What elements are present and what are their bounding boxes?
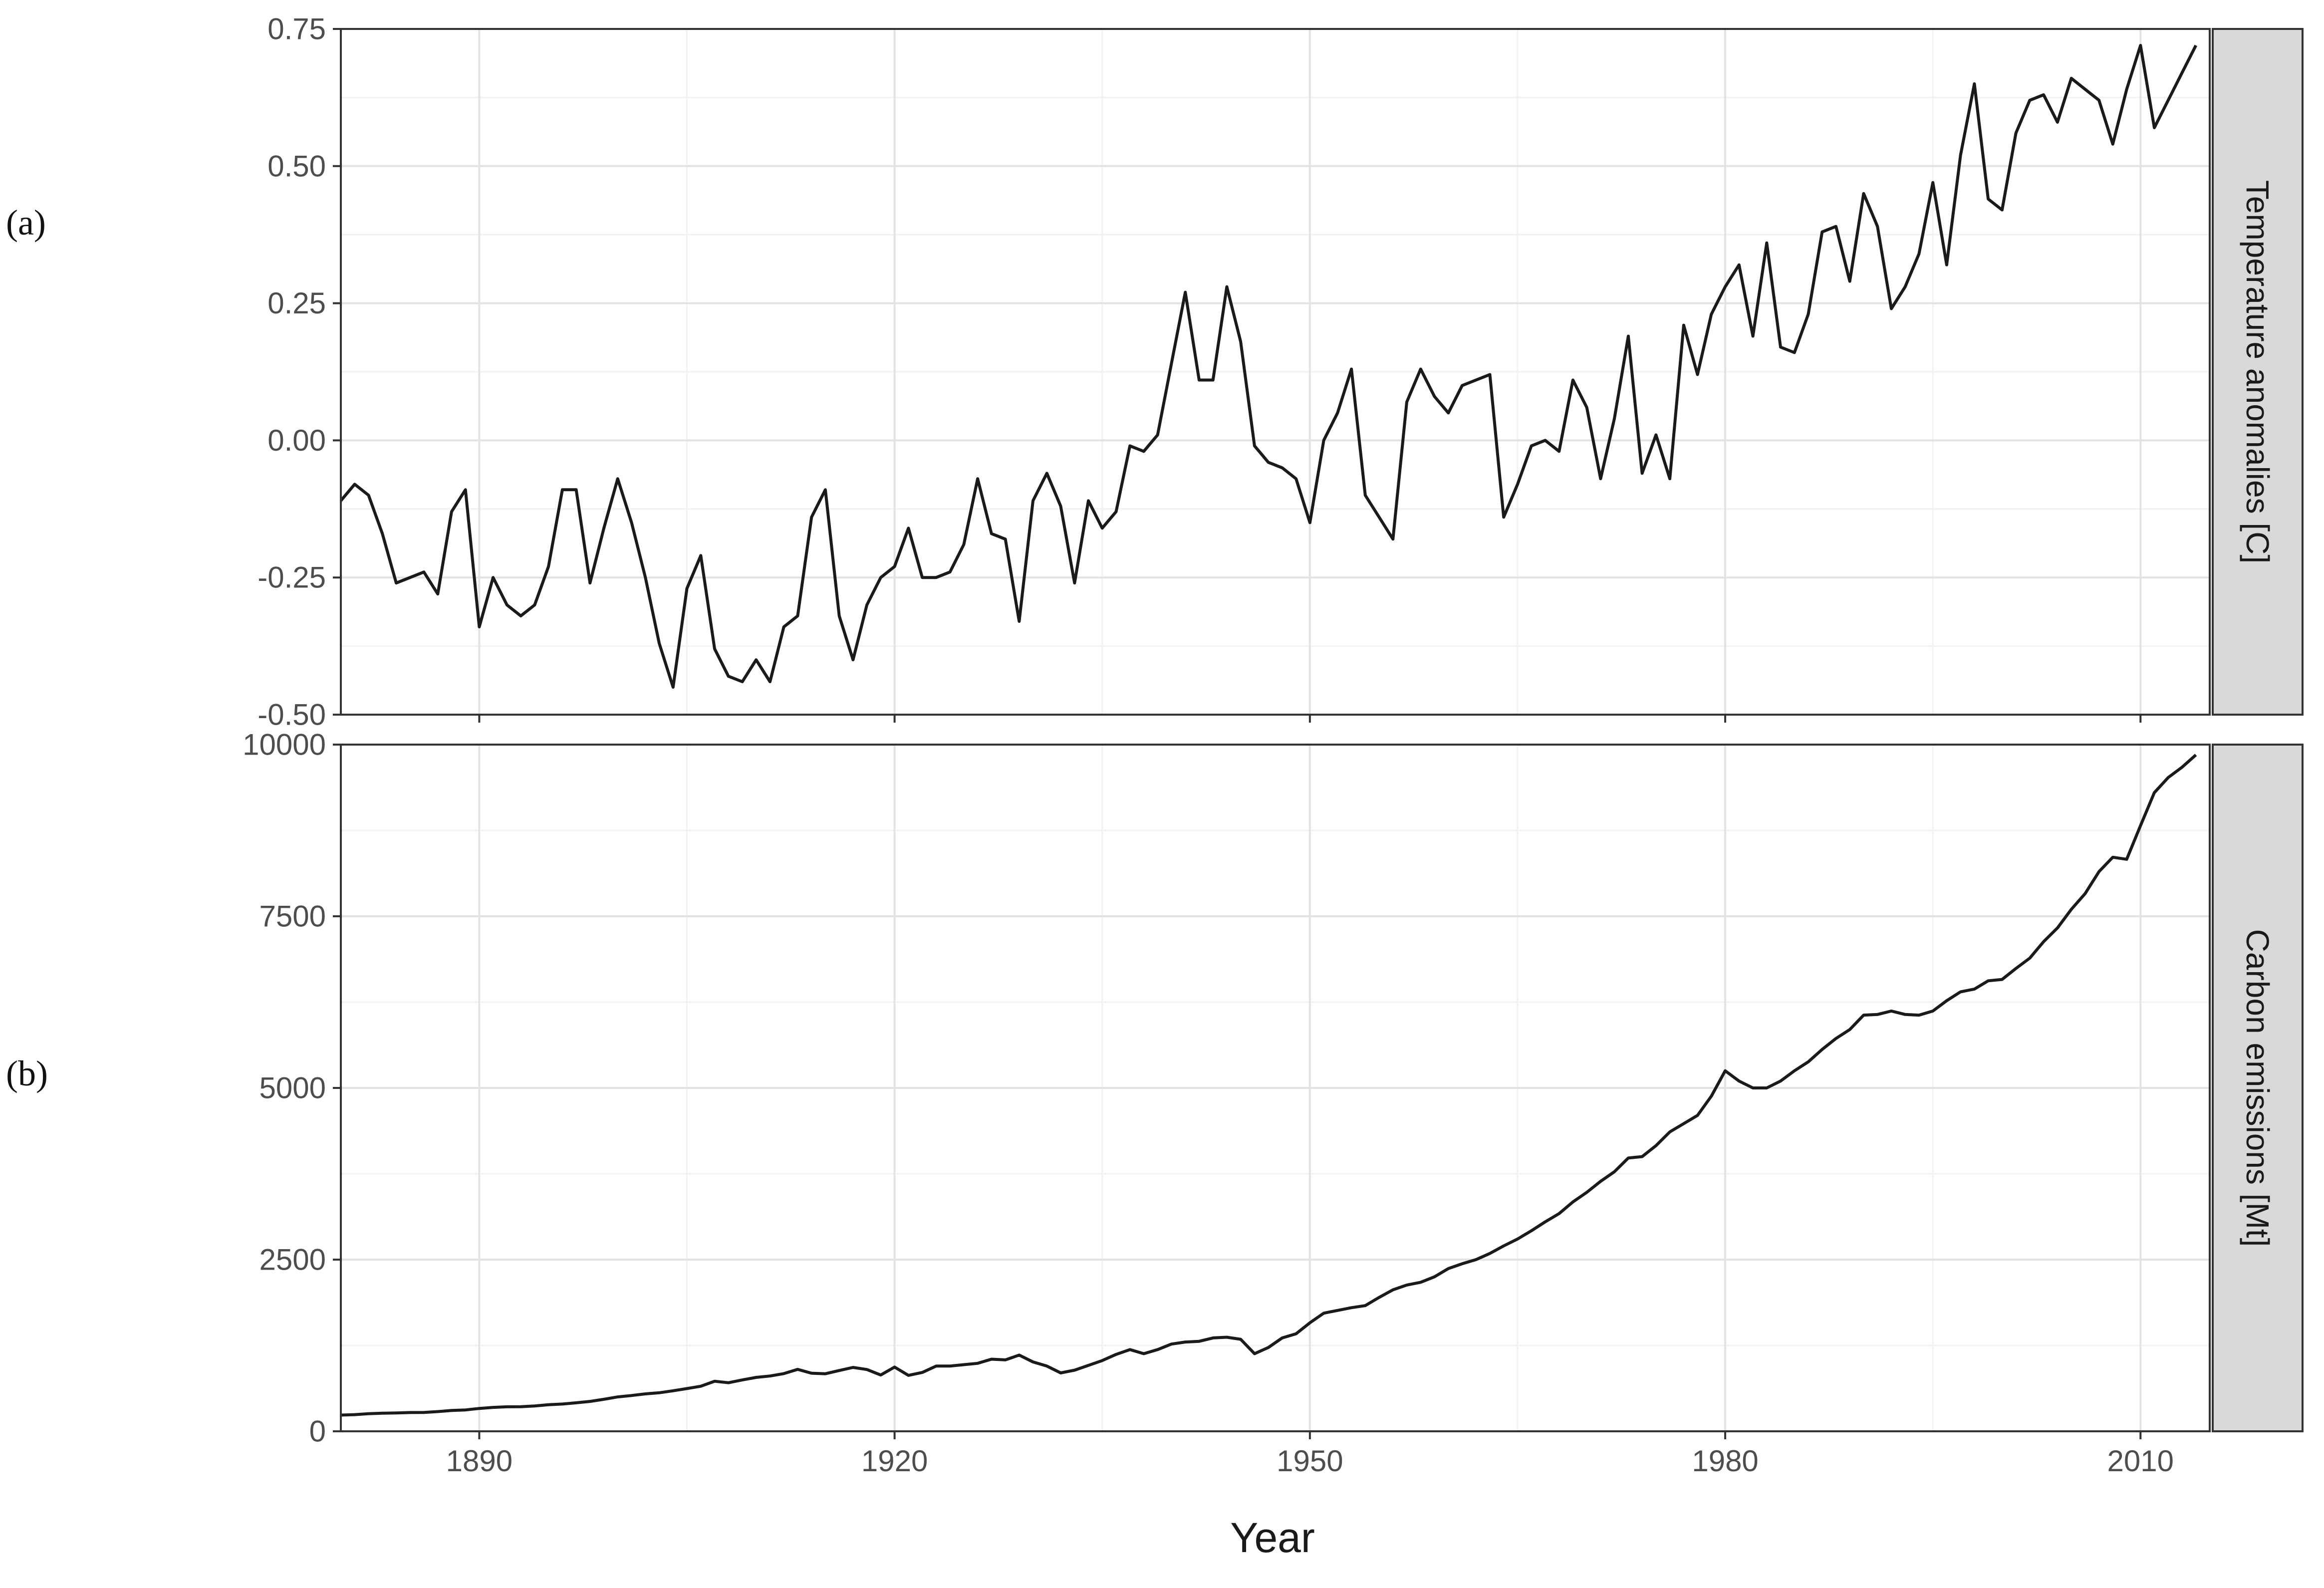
carbon-x-axis: 1890 1920 1950 1980 2010 — [446, 1431, 2174, 1478]
carbon-strip-box — [2212, 744, 2304, 1432]
y-tick-label: 0 — [309, 1415, 326, 1448]
carbon-strip-label: Carbon emissions [Mt] — [2240, 929, 2276, 1247]
y-tick-label: 7500 — [259, 900, 326, 933]
y-tick-label: 2500 — [259, 1243, 326, 1277]
x-axis-title: Year — [1230, 1514, 1315, 1561]
x-tick-label: 2010 — [2107, 1444, 2174, 1478]
y-tick-label: 0.50 — [267, 149, 326, 183]
temperature-y-axis: -0.50 -0.25 0.00 0.25 0.50 0.75 — [258, 12, 341, 732]
temperature-panel-border — [340, 28, 2211, 716]
y-tick-label: 5000 — [259, 1071, 326, 1105]
x-tick-label: 1890 — [446, 1444, 513, 1478]
temperature-x-axis-ticks — [478, 715, 2142, 723]
y-tick-label: -0.25 — [258, 561, 326, 594]
x-tick-label: 1920 — [861, 1444, 928, 1478]
temperature-panel: -0.50 -0.25 0.00 0.25 0.50 0.75 Temperature a… — [258, 12, 2304, 732]
temperature-minor-grid — [341, 29, 2210, 715]
y-tick-label: 10000 — [243, 728, 326, 762]
panel-label-a: (a) — [6, 203, 46, 243]
temperature-strip: Temperature anomalies [C] — [2212, 28, 2304, 716]
carbon-series-line — [340, 754, 2197, 1417]
y-tick-label: 0.00 — [267, 424, 326, 457]
y-tick-label: 0.25 — [267, 286, 326, 320]
carbon-y-axis: 0 2500 5000 7500 10000 — [243, 728, 341, 1448]
temperature-major-grid — [341, 28, 2210, 716]
y-tick-label: -0.50 — [258, 698, 326, 732]
carbon-strip: Carbon emissions [Mt] — [2212, 744, 2304, 1432]
x-tick-label: 1950 — [1277, 1444, 1343, 1478]
temperature-strip-box — [2212, 28, 2304, 716]
temperature-series-line — [339, 44, 2197, 689]
y-tick-label: 0.75 — [267, 12, 326, 46]
x-tick-label: 1980 — [1692, 1444, 1758, 1478]
temperature-strip-label: Temperature anomalies [C] — [2240, 180, 2276, 563]
panel-label-b: (b) — [6, 1054, 48, 1093]
